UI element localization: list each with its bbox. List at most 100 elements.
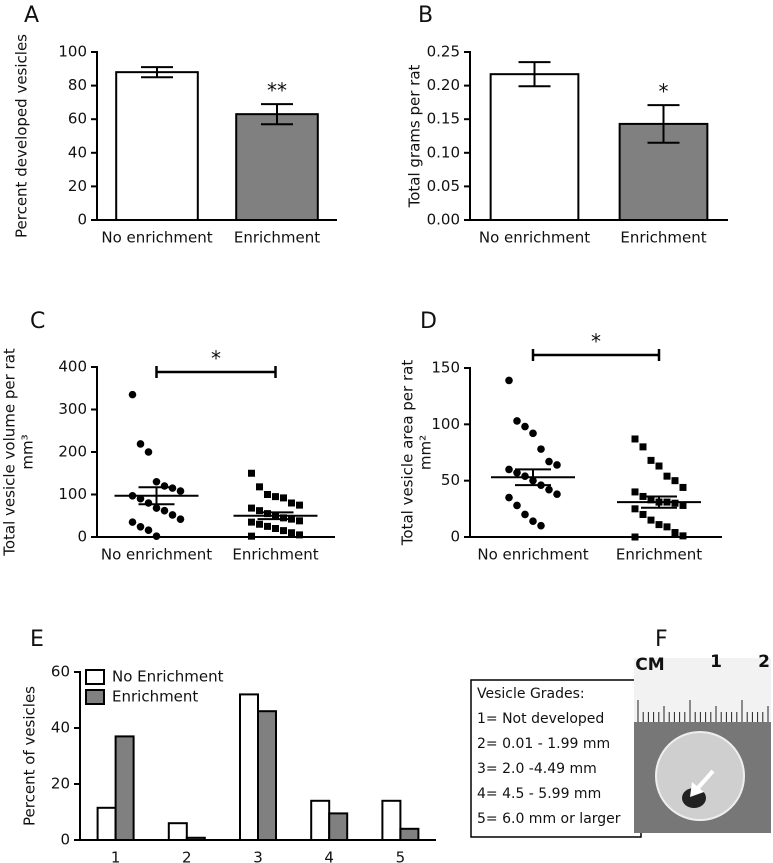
data-point — [144, 448, 153, 456]
x-tick-label: No enrichment — [101, 229, 212, 247]
y-tick-label: 0 — [60, 831, 70, 849]
panel-label: A — [24, 3, 39, 28]
data-point — [505, 493, 513, 502]
data-point — [136, 494, 145, 503]
y-tick-label: 80 — [68, 76, 87, 94]
data-point — [288, 529, 295, 537]
panel-label: E — [30, 627, 44, 652]
data-point — [513, 501, 521, 510]
y-axis-label: Percent developed vesicles — [13, 34, 31, 238]
ruler-label: CM — [635, 655, 664, 675]
y-tick-label: 100 — [58, 43, 87, 61]
data-point — [529, 429, 537, 438]
y-axis-label: Total vesicle area per rat — [399, 360, 417, 547]
bar — [381, 799, 402, 841]
data-point — [521, 510, 529, 519]
data-point — [280, 494, 287, 502]
data-point — [248, 518, 255, 526]
data-point — [256, 483, 263, 491]
y-axis-label: mm² — [417, 435, 435, 470]
significance: ** — [267, 79, 287, 103]
bar — [489, 73, 580, 222]
y-axis-label: mm³ — [19, 434, 37, 469]
y-tick-label: 0 — [77, 211, 87, 229]
x-tick-label: No enrichment — [477, 546, 588, 564]
x-tick-label: Enrichment — [234, 229, 320, 247]
data-point — [152, 504, 161, 512]
bar — [257, 710, 277, 842]
data-point — [671, 528, 679, 536]
data-point — [296, 531, 303, 539]
significance: * — [211, 347, 221, 371]
x-tick-label: 2 — [182, 849, 192, 863]
legend-label: Enrichment — [112, 688, 198, 706]
y-tick-label: 0 — [450, 528, 460, 546]
data-point — [272, 493, 279, 501]
data-point — [631, 533, 639, 541]
y-tick-label: 150 — [431, 359, 460, 377]
panel-label: D — [420, 309, 437, 334]
grades-text: 4= 4.5 - 5.99 mm — [477, 786, 601, 802]
grades-box — [470, 679, 642, 838]
significance: * — [591, 330, 601, 354]
vesicle — [655, 731, 745, 821]
bar — [167, 822, 188, 842]
ruler-label: 1 — [710, 652, 722, 672]
x-tick-label: Enrichment — [616, 546, 702, 564]
y-axis-label: Total grams per rat — [406, 64, 424, 208]
bar — [115, 71, 199, 221]
y-tick-label: 20 — [68, 177, 87, 195]
data-point — [671, 499, 679, 507]
data-point — [288, 499, 295, 507]
data-point — [545, 457, 553, 466]
panel-label: B — [418, 3, 433, 28]
y-tick-label: 0.00 — [427, 211, 460, 229]
data-point — [280, 514, 287, 522]
data-point — [264, 491, 271, 498]
data-point — [248, 469, 255, 477]
data-point — [521, 422, 529, 431]
data-point — [264, 522, 271, 530]
x-tick-label: No enrichment — [479, 229, 590, 247]
grades-text: 1= Not developed — [477, 711, 604, 727]
y-axis-label: Total vesicle volume per rat — [1, 348, 19, 557]
grades-text: 3= 2.0 -4.49 mm — [477, 761, 597, 777]
data-point — [513, 468, 521, 477]
data-point — [128, 518, 137, 526]
data-point — [176, 487, 185, 495]
data-point — [136, 440, 145, 448]
data-point — [631, 435, 639, 443]
y-tick-label: 400 — [58, 358, 87, 376]
data-point — [136, 523, 145, 531]
data-point — [296, 517, 303, 525]
bar — [185, 836, 206, 842]
data-point — [647, 456, 655, 464]
data-point — [505, 376, 513, 385]
significance: * — [659, 80, 669, 104]
data-point — [256, 507, 263, 515]
data-point — [655, 462, 663, 470]
x-tick-label: 5 — [396, 849, 406, 863]
y-tick-label: 0 — [77, 528, 87, 546]
data-point — [176, 515, 185, 523]
legend-swatch — [85, 669, 105, 685]
y-tick-label: 0.15 — [427, 110, 460, 128]
data-point — [505, 465, 513, 474]
y-tick-label: 0.25 — [427, 43, 460, 61]
data-point — [631, 505, 639, 513]
bar — [114, 735, 135, 842]
legend-swatch — [85, 689, 105, 705]
bar — [235, 113, 319, 221]
y-tick-label: 60 — [68, 110, 87, 128]
y-tick-label: 200 — [58, 443, 87, 461]
data-point — [264, 510, 271, 518]
x-tick-label: 4 — [324, 849, 334, 863]
arrowhead — [690, 782, 704, 797]
panel-label: F — [655, 627, 668, 652]
data-point — [545, 485, 553, 494]
bar — [328, 812, 349, 842]
data-point — [160, 506, 169, 515]
ruler-label: 2 — [758, 652, 770, 672]
data-point — [631, 488, 639, 496]
